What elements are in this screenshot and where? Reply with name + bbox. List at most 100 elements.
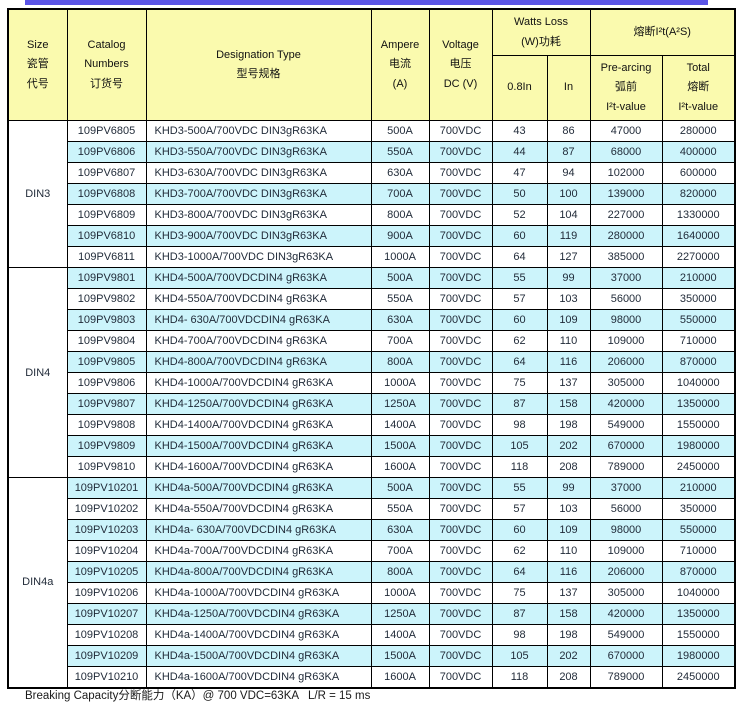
- catalog-cell: 109PV9804: [66, 330, 147, 352]
- ampere-cell: 500A: [370, 267, 430, 289]
- catalog-cell: 109PV6805: [66, 120, 147, 142]
- total-i2t-cell: 1040000: [661, 372, 736, 394]
- col-header-watts-loss: Watts Loss (W)功耗: [491, 8, 591, 56]
- designation-cell: KHD4- 630A/700VDCDIN4 gR63KA: [145, 309, 372, 331]
- ampere-cell: 500A: [370, 477, 430, 499]
- watts-in-cell: 104: [546, 204, 591, 226]
- voltage-cell: 700VDC: [428, 456, 493, 478]
- prearcing-i2t-cell: 37000: [589, 267, 663, 289]
- table-row: 109PV6810 KHD3-900A/700VDC DIN3gR63KA 900A…: [8, 225, 736, 247]
- designation-cell: KHD4a- 630A/700VDCDIN4 gR63KA: [145, 519, 372, 541]
- watts-in-cell: 127: [546, 246, 591, 268]
- voltage-cell: 700VDC: [428, 603, 493, 625]
- watts-in-cell: 202: [546, 435, 591, 457]
- prearcing-i2t-cell: 385000: [589, 246, 663, 268]
- voltage-cell: 700VDC: [428, 645, 493, 667]
- designation-cell: KHD4a-1000A/700VDCDIN4 gR63KA: [145, 582, 372, 604]
- size-group-label: DIN3: [7, 120, 68, 268]
- prearcing-i2t-cell: 305000: [589, 582, 663, 604]
- table-row: 109PV10204 KHD4a-700A/700VDCDIN4 gR63KA 70…: [8, 540, 736, 562]
- total-i2t-cell: 870000: [661, 351, 736, 373]
- watts-08in-cell: 47: [491, 162, 548, 184]
- watts-08in-cell: 55: [491, 267, 548, 289]
- table-row: 109PV10210 KHD4a-1600A/700VDCDIN4 gR63KA 1…: [8, 666, 736, 688]
- voltage-cell: 700VDC: [428, 246, 493, 268]
- watts-in-cell: 94: [546, 162, 591, 184]
- watts-in-cell: 198: [546, 414, 591, 436]
- ampere-cell: 700A: [370, 540, 430, 562]
- watts-08in-cell: 62: [491, 330, 548, 352]
- table-row: DIN4a 109PV10201 KHD4a-500A/700VDCDIN4 gR6…: [7, 477, 736, 688]
- ampere-cell: 1000A: [370, 246, 430, 268]
- watts-in-cell: 158: [546, 393, 591, 415]
- table-row: 109PV9805 KHD4-800A/700VDCDIN4 gR63KA 800A…: [8, 351, 736, 373]
- designation-cell: KHD3-630A/700VDC DIN3gR63KA: [145, 162, 372, 184]
- col-header-catalog-numbers: Catalog Numbers 订货号: [66, 8, 147, 121]
- designation-cell: KHD4-700A/700VDCDIN4 gR63KA: [145, 330, 372, 352]
- total-i2t-cell: 550000: [661, 309, 736, 331]
- voltage-cell: 700VDC: [428, 477, 493, 499]
- voltage-cell: 700VDC: [428, 519, 493, 541]
- table-row: 109PV10206 KHD4a-1000A/700VDCDIN4 gR63KA 1…: [8, 582, 736, 604]
- table-row: 109PV6809 KHD3-800A/700VDC DIN3gR63KA 800A…: [8, 204, 736, 226]
- watts-08in-cell: 44: [491, 141, 548, 163]
- catalog-cell: 109PV10205: [66, 561, 147, 583]
- catalog-cell: 109PV10203: [66, 519, 147, 541]
- watts-08in-cell: 118: [491, 666, 548, 688]
- voltage-cell: 700VDC: [428, 435, 493, 457]
- designation-cell: KHD4a-550A/700VDCDIN4 gR63KA: [145, 498, 372, 520]
- watts-in-cell: 87: [546, 141, 591, 163]
- designation-cell: KHD3-800A/700VDC DIN3gR63KA: [145, 204, 372, 226]
- watts-08in-cell: 60: [491, 309, 548, 331]
- catalog-cell: 109PV10201: [66, 477, 147, 499]
- watts-in-cell: 103: [546, 498, 591, 520]
- watts-08in-cell: 57: [491, 288, 548, 310]
- watts-in-cell: 116: [546, 351, 591, 373]
- total-i2t-cell: 710000: [661, 540, 736, 562]
- catalog-cell: 109PV10204: [66, 540, 147, 562]
- designation-cell: KHD4-1500A/700VDCDIN4 gR63KA: [145, 435, 372, 457]
- watts-in-cell: 137: [546, 582, 591, 604]
- prearcing-i2t-cell: 305000: [589, 372, 663, 394]
- watts-08in-cell: 98: [491, 624, 548, 646]
- voltage-cell: 700VDC: [428, 351, 493, 373]
- prearcing-i2t-cell: 102000: [589, 162, 663, 184]
- ampere-cell: 800A: [370, 351, 430, 373]
- watts-in-cell: 116: [546, 561, 591, 583]
- catalog-cell: 109PV9805: [66, 351, 147, 373]
- table-row: 109PV9808 KHD4-1400A/700VDCDIN4 gR63KA 140…: [8, 414, 736, 436]
- total-i2t-cell: 1980000: [661, 435, 736, 457]
- prearcing-i2t-cell: 47000: [589, 120, 663, 142]
- catalog-cell: 109PV9808: [66, 414, 147, 436]
- total-i2t-cell: 2270000: [661, 246, 736, 268]
- watts-08in-cell: 87: [491, 393, 548, 415]
- total-i2t-cell: 820000: [661, 183, 736, 205]
- prearcing-i2t-cell: 98000: [589, 309, 663, 331]
- catalog-cell: 109PV9803: [66, 309, 147, 331]
- ampere-cell: 1600A: [370, 456, 430, 478]
- table-row: DIN4 109PV9801 KHD4-500A/700VDCDIN4 gR63KA…: [7, 267, 736, 478]
- designation-cell: KHD4a-1600A/700VDCDIN4 gR63KA: [145, 666, 372, 688]
- watts-in-cell: 208: [546, 666, 591, 688]
- ampere-cell: 500A: [370, 120, 430, 142]
- col-header-voltage: Voltage 电压 DC (V): [428, 8, 493, 121]
- ampere-cell: 1500A: [370, 435, 430, 457]
- table-row: 109PV9804 KHD4-700A/700VDCDIN4 gR63KA 700A…: [8, 330, 736, 352]
- total-i2t-cell: 400000: [661, 141, 736, 163]
- prearcing-i2t-cell: 56000: [589, 498, 663, 520]
- prearcing-i2t-cell: 670000: [589, 435, 663, 457]
- watts-08in-cell: 105: [491, 645, 548, 667]
- voltage-cell: 700VDC: [428, 309, 493, 331]
- watts-08in-cell: 75: [491, 582, 548, 604]
- voltage-cell: 700VDC: [428, 540, 493, 562]
- total-i2t-cell: 2450000: [661, 666, 736, 688]
- designation-cell: KHD4-1600A/700VDCDIN4 gR63KA: [145, 456, 372, 478]
- voltage-cell: 700VDC: [428, 624, 493, 646]
- total-i2t-cell: 1040000: [661, 582, 736, 604]
- voltage-cell: 700VDC: [428, 498, 493, 520]
- prearcing-i2t-cell: 37000: [589, 477, 663, 499]
- catalog-cell: 109PV9802: [66, 288, 147, 310]
- watts-08in-cell: 52: [491, 204, 548, 226]
- col-header-designation-type: Designation Type 型号规格: [145, 8, 372, 121]
- ampere-cell: 550A: [370, 141, 430, 163]
